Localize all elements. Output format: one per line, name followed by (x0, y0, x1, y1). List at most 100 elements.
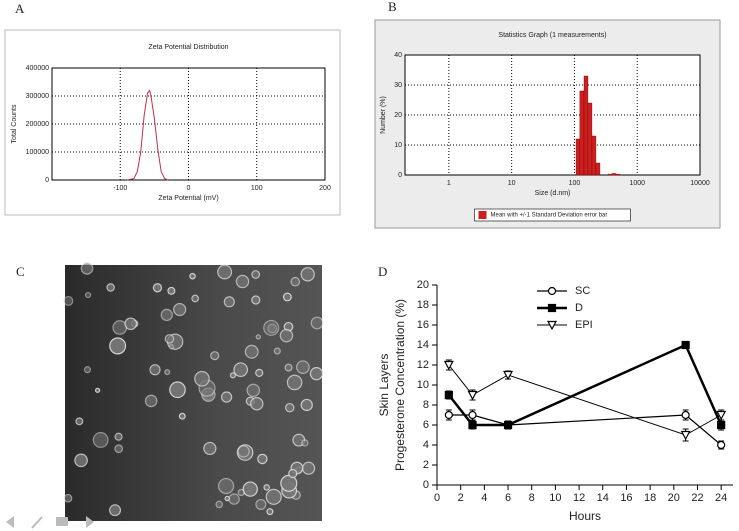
sem-particle (109, 504, 122, 517)
panel-label: B (388, 0, 397, 14)
sem-particle (84, 291, 92, 299)
sem-particle (302, 461, 316, 475)
sem-particle (250, 397, 264, 411)
sem-particle (300, 398, 313, 412)
y-tick-label: 100000 (26, 149, 49, 156)
sem-particle (229, 372, 236, 379)
x-tick-label: 10 (549, 492, 561, 504)
x-tick-label: 24 (715, 492, 727, 504)
y-tick-label: 20 (394, 112, 402, 119)
x-tick-label: 18 (644, 492, 656, 504)
sem-particle (255, 368, 264, 377)
bar (583, 75, 589, 176)
sem-particle (149, 364, 161, 376)
marker (468, 410, 477, 420)
sem-particle (164, 334, 175, 344)
sem-particle (301, 439, 309, 447)
panel-label: C (16, 264, 25, 279)
x-tick-label: 100 (569, 180, 581, 187)
marker (717, 420, 726, 430)
marker (443, 360, 454, 371)
sem-particle (169, 381, 186, 399)
sem-particle (286, 374, 303, 391)
x-tick-label: 12 (573, 492, 585, 504)
legend-label: EPI (575, 319, 593, 331)
panel-label: D (378, 264, 387, 279)
x-tick-label: 4 (481, 492, 487, 504)
x-tick-label: 10 (508, 180, 516, 187)
marker (467, 390, 478, 401)
x-axis-label: Zeta Potential (mV) (158, 195, 218, 202)
y-tick-label: 2 (423, 459, 429, 471)
y-tick-label: 10 (394, 142, 402, 149)
y-tick-label: 20 (417, 279, 429, 291)
sem-particle (109, 337, 127, 355)
chart-title: Zeta Potential Distribution (148, 44, 228, 51)
bar (611, 173, 617, 176)
y-tick-label: 40 (394, 52, 402, 59)
marker (547, 303, 557, 313)
sem-particle (80, 262, 94, 275)
sem-particle (266, 508, 274, 516)
sem-particle (94, 387, 101, 393)
x-axis-label: Size (d.nm) (535, 190, 571, 197)
nav-icon (6, 516, 14, 528)
sem-particle (246, 383, 261, 398)
x-tick-label: 1 (447, 180, 451, 187)
sem-particle (290, 276, 301, 287)
bar (607, 173, 613, 176)
sem-particle (160, 308, 173, 322)
sem-particle (284, 363, 293, 372)
x-tick-label: 200 (319, 185, 331, 192)
sem-particle (114, 432, 123, 441)
sem-particle (217, 477, 235, 495)
sem-particle (75, 417, 84, 426)
marker (503, 370, 514, 381)
marker (716, 410, 727, 421)
nav-icons (6, 516, 94, 529)
series-line (126, 89, 169, 181)
y-axis-label: Skin Layers (377, 354, 391, 417)
sem-particle (244, 344, 259, 359)
y-tick-label: 300000 (26, 93, 49, 100)
x-tick-label: 100 (251, 185, 263, 192)
marker (680, 430, 691, 441)
x-tick-label: 10000 (690, 180, 710, 187)
nav-icon (86, 516, 94, 528)
bar (591, 135, 597, 176)
panel-label: A (15, 1, 25, 16)
bar (587, 102, 593, 176)
sem-particle (220, 391, 233, 403)
sem-particle (92, 432, 109, 448)
sem-particle (215, 500, 224, 509)
x-tick-label: 2 (458, 492, 464, 504)
sem-particle (189, 272, 196, 280)
y-tick-label: 16 (417, 319, 429, 331)
sem-particle (144, 394, 158, 408)
sem-particle (203, 441, 217, 456)
sem-particle (309, 367, 324, 381)
legend-label: D (575, 302, 583, 314)
bar (575, 138, 581, 176)
sem-particle (263, 319, 280, 336)
sem-particle (300, 267, 315, 282)
sem-image (63, 262, 324, 521)
marker (444, 390, 453, 400)
sem-particle (310, 316, 324, 330)
sem-particle (251, 295, 261, 305)
legend-label: Mean with +/-1 Standard Deviation error … (491, 213, 608, 219)
sem-particle (74, 453, 88, 468)
sem-particle (224, 495, 230, 502)
sem-background (65, 265, 322, 521)
sem-particle (251, 270, 261, 279)
sem-particle (279, 328, 294, 343)
sem-particle (63, 295, 74, 306)
sem-particle (168, 343, 174, 350)
sem-particle (255, 334, 261, 340)
sem-particle (235, 274, 250, 289)
sem-particle (288, 468, 298, 479)
bar (579, 90, 585, 176)
x-tick-label: 16 (620, 492, 632, 504)
sem-particle (263, 484, 270, 491)
